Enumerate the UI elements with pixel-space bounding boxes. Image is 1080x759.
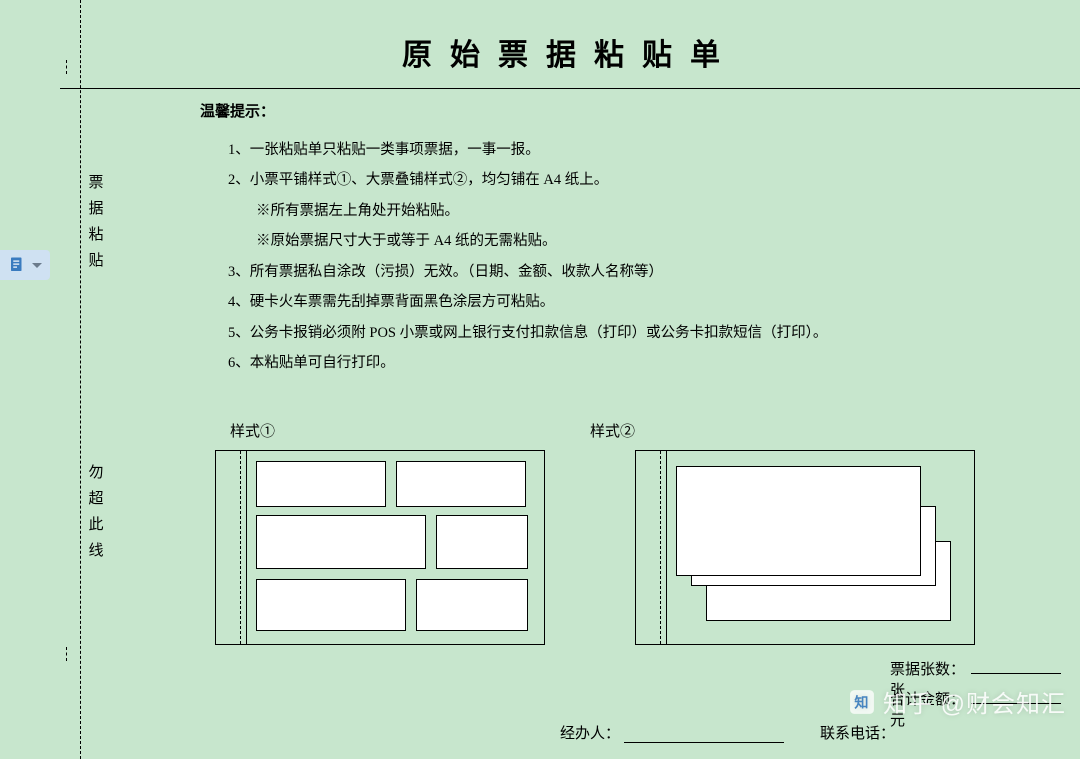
field-label: 经办人：	[560, 726, 620, 742]
watermark: 知 知乎 @财会知汇	[849, 684, 1066, 719]
blank-line	[971, 659, 1061, 674]
field-label: 票据张数：	[890, 662, 965, 678]
chevron-down-icon	[32, 263, 42, 268]
left-margin: 票据粘贴 勿超此线	[60, 0, 120, 759]
page-title: 原始票据粘贴单	[60, 30, 1080, 74]
side-label-text: 勿超此线	[88, 465, 103, 559]
binding-line	[80, 0, 81, 759]
phone-field: 联系电话：	[820, 722, 1080, 759]
title-rule	[60, 88, 1080, 89]
tip-item: 2、小票平铺样式①、大票叠铺样式②，均匀铺在 A4 纸上。	[228, 165, 1050, 195]
svg-text:知: 知	[854, 694, 869, 710]
tip-subitem: ※所有票据左上角处开始粘贴。	[228, 196, 1050, 226]
field-label: 联系电话：	[820, 726, 895, 742]
receipt-tile	[256, 515, 426, 569]
sample-dash-line	[240, 451, 241, 644]
receipt-sheet	[676, 466, 921, 576]
sample-style-2	[635, 450, 975, 645]
document-page: 票据粘贴 勿超此线 原始票据粘贴单 温馨提示： 1、一张粘贴单只粘贴一类事项票据…	[60, 0, 1080, 759]
tip-subitem: ※原始票据尺寸大于或等于 A4 纸的无需粘贴。	[228, 226, 1050, 256]
side-label-paste: 票据粘贴	[86, 170, 106, 274]
tips-list: 1、一张粘贴单只粘贴一类事项票据，一事一报。 2、小票平铺样式①、大票叠铺样式②…	[200, 135, 1050, 379]
receipt-tile	[256, 461, 386, 507]
tip-item: 6、本粘贴单可自行打印。	[228, 348, 1050, 378]
side-toolbar-tab[interactable]	[0, 250, 50, 280]
tip-item: 4、硬卡火车票需先刮掉票背面黑色涂层方可粘贴。	[228, 287, 1050, 317]
side-label-limit: 勿超此线	[86, 460, 106, 564]
tip-item: 5、公务卡报销必须附 POS 小票或网上银行支付扣款信息（打印）或公务卡扣款短信…	[228, 318, 1050, 348]
receipt-tile	[436, 515, 528, 569]
sample-solid-line	[666, 451, 667, 644]
tips-heading: 温馨提示：	[200, 100, 1050, 121]
receipt-tile	[416, 579, 528, 631]
receipt-tile	[396, 461, 526, 507]
zhihu-icon: 知	[849, 689, 875, 715]
tip-item: 3、所有票据私自涂改（污损）无效。（日期、金额、收款人名称等）	[228, 257, 1050, 287]
tick-mark	[66, 647, 67, 661]
tips-section: 温馨提示： 1、一张粘贴单只粘贴一类事项票据，一事一报。 2、小票平铺样式①、大…	[200, 100, 1050, 379]
sample-solid-line	[246, 451, 247, 644]
blank-line	[624, 729, 784, 743]
doc-icon	[8, 256, 26, 274]
handler-field: 经办人：	[560, 722, 788, 743]
sample-dash-line	[660, 451, 661, 644]
sample-style-1	[215, 450, 545, 645]
side-label-text: 票据粘贴	[88, 175, 103, 269]
sample2-label: 样式②	[590, 420, 635, 441]
watermark-text: 知乎 @财会知汇	[883, 684, 1066, 719]
receipt-tile	[256, 579, 406, 631]
sample1-label: 样式①	[230, 420, 275, 441]
blank-line	[824, 746, 1004, 759]
tip-item: 1、一张粘贴单只粘贴一类事项票据，一事一报。	[228, 135, 1050, 165]
